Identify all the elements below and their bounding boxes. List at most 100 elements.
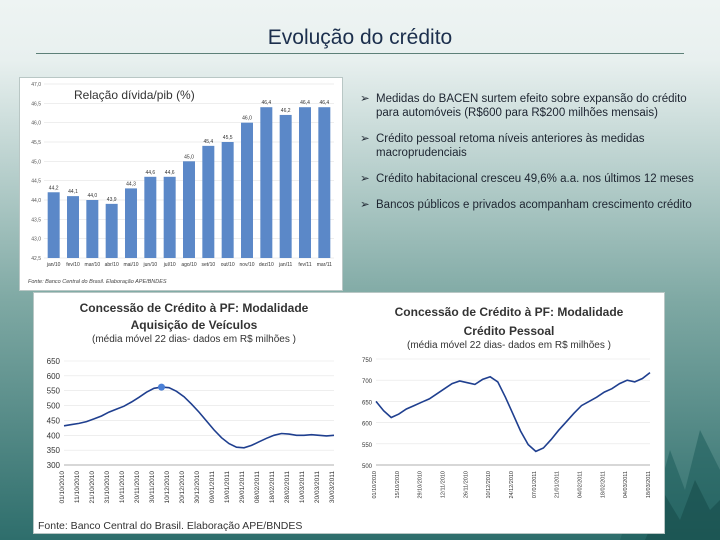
line-y-tick-label: 650: [47, 357, 61, 366]
line-x-tick-label: 07/01/2011: [532, 471, 538, 498]
line-x-tick-label: 30/03/2011: [329, 471, 336, 503]
line-y-tick-label: 550: [47, 387, 61, 396]
bar-value-label: 45,0: [184, 154, 194, 160]
bar: [86, 200, 99, 258]
bullet-item: ➢ Crédito habitacional cresceu 49,6% a.a…: [360, 172, 695, 186]
line-x-tick-label: 09/01/2011: [209, 471, 216, 503]
bar-value-label: 45,4: [203, 139, 213, 145]
line-x-tick-label: 30/12/2010: [194, 471, 201, 504]
bar: [144, 176, 157, 258]
line-x-tick-label: 10/12/2010: [164, 471, 171, 504]
personal-chart-title-line1: Concessão de Crédito à PF: Modalidade: [394, 305, 624, 319]
line-x-tick-label: 18/03/2011: [646, 471, 652, 498]
bar-x-tick-label: jul/10: [163, 262, 176, 268]
bar-value-label: 44,3: [126, 181, 136, 187]
bar-x-tick-label: dez/10: [259, 262, 274, 268]
bar: [105, 203, 118, 258]
line-highlight-marker: [158, 383, 165, 391]
bar-value-label: 44,6: [145, 170, 155, 176]
line-x-tick-label: 10/12/2010: [486, 471, 492, 499]
arrow-bullet-icon: ➢: [360, 133, 370, 145]
line-x-tick-label: 12/11/2010: [441, 471, 447, 498]
line-x-tick-label: 18/02/2011: [600, 471, 606, 498]
line-y-tick-label: 600: [362, 422, 373, 428]
bar-value-label: 46,4: [300, 100, 310, 106]
line-x-tick-label: 18/02/2011: [269, 471, 276, 503]
bar-y-tick-label: 47,0: [31, 82, 41, 88]
debt-gdp-chart-source: Fonte: Banco Central do Brasil. Elaboraç…: [28, 279, 167, 285]
line-x-tick-label: 10/03/2011: [299, 471, 306, 503]
bar: [47, 192, 60, 258]
line-y-tick-label: 500: [362, 464, 373, 470]
line-y-tick-label: 350: [47, 446, 61, 455]
bar-value-label: 46,2: [281, 108, 291, 114]
line-x-tick-label: 20/12/2010: [179, 471, 186, 504]
bar: [279, 114, 292, 258]
line-x-tick-label: 04/02/2011: [578, 471, 584, 498]
line-y-tick-label: 600: [47, 372, 61, 381]
credit-chart-source: Fonte: Banco Central do Brasil. Elaboraç…: [38, 520, 303, 532]
bar-y-tick-label: 42,5: [31, 256, 41, 262]
arrow-bullet-icon: ➢: [360, 93, 370, 105]
bar: [241, 122, 253, 258]
line-x-tick-label: 29/01/2011: [239, 471, 246, 503]
bar: [163, 176, 176, 258]
line-x-tick-label: 28/02/2011: [284, 471, 291, 503]
line-series: [63, 386, 335, 449]
bar-y-tick-label: 46,0: [31, 121, 41, 127]
bullet-text: Crédito pessoal retoma níveis anteriores…: [376, 133, 645, 159]
line-y-tick-label: 450: [47, 416, 61, 425]
bar: [221, 142, 234, 258]
bullet-item: ➢ Crédito pessoal retoma níveis anterior…: [360, 132, 695, 160]
arrow-bullet-icon: ➢: [360, 173, 370, 185]
line-x-tick-label: 01/10/2010: [59, 471, 66, 504]
debt-gdp-bar-chart: 42,5 43,0 43,5 44,0 44,5 45,0 45,5 46,0 46,5 47,0…: [31, 82, 334, 268]
slide-title: Evolução do crédito: [267, 26, 453, 49]
arrow-bullet-icon: ➢: [360, 199, 370, 211]
bar-x-tick-label: out/10: [221, 262, 235, 268]
bar-x-tick-label: abr/10: [105, 262, 119, 268]
bar-y-tick-label: 45,5: [31, 140, 41, 146]
bar-x-tick-label: fev/11: [298, 262, 311, 268]
line-y-tick-label: 700: [362, 379, 373, 385]
bar-x-tick-label: mar/10: [85, 262, 101, 268]
bar: [125, 188, 137, 258]
bar-value-label: 46,4: [261, 100, 271, 106]
line-x-tick-label: 19/01/2011: [224, 471, 231, 503]
bar: [183, 161, 195, 258]
vehicle-line-chart: 300 350 400 450 500 550 600 650 01/10/2010 11/10/…: [47, 357, 336, 504]
bar: [299, 107, 311, 258]
line-y-tick-label: 500: [47, 402, 61, 411]
line-x-tick-label: 15/10/2010: [395, 471, 401, 499]
personal-credit-chart: Concessão de Crédito à PF: Modalidade Cr…: [354, 293, 664, 533]
bar: [260, 107, 273, 258]
bar-x-tick-label: jun/10: [143, 262, 158, 268]
line-x-tick-label: 20/03/2011: [314, 471, 321, 503]
bar-x-tick-label: set/10: [202, 262, 216, 268]
bar-value-label: 44,0: [87, 193, 97, 199]
bar-x-tick-label: jan/11: [278, 262, 292, 268]
bullet-list: ➢ Medidas do BACEN surtem efeito sobre e…: [360, 92, 695, 224]
line-x-tick-label: 21/01/2011: [555, 471, 561, 498]
line-x-tick-label: 08/02/2011: [254, 471, 261, 503]
line-x-tick-label: 29/10/2010: [418, 471, 424, 499]
vehicle-chart-title: Concessão de Crédito à PF: Modalidade Aq…: [34, 301, 354, 345]
bar-value-label: 46,4: [319, 100, 329, 106]
personal-chart-title: Concessão de Crédito à PF: Modalidade Cr…: [354, 305, 664, 351]
line-x-tick-label: 26/11/2010: [463, 471, 469, 498]
bullet-text: Bancos públicos e privados acompanham cr…: [376, 199, 692, 211]
line-x-tick-label: 11/10/2010: [74, 471, 81, 503]
bullet-text: Crédito habitacional cresceu 49,6% a.a. …: [376, 173, 694, 185]
bar-y-tick-label: 46,5: [31, 101, 41, 107]
line-x-tick-label: 10/11/2010: [119, 471, 126, 503]
vehicle-credit-chart: Concessão de Crédito à PF: Modalidade Aq…: [34, 293, 354, 533]
personal-chart-title-line2: Crédito Pessoal: [463, 324, 555, 338]
line-x-tick-label: 31/10/2010: [104, 471, 111, 504]
credit-concession-panel: Concessão de Crédito à PF: Modalidade Aq…: [34, 293, 664, 533]
line-y-tick-label: 750: [362, 358, 373, 364]
line-x-tick-label: 20/11/2010: [134, 471, 141, 503]
bar-x-tick-label: ago/10: [181, 262, 197, 268]
bullet-item: ➢ Medidas do BACEN surtem efeito sobre e…: [360, 92, 695, 120]
bar-x-tick-label: jan/10: [46, 262, 61, 268]
line-series: [375, 371, 651, 453]
